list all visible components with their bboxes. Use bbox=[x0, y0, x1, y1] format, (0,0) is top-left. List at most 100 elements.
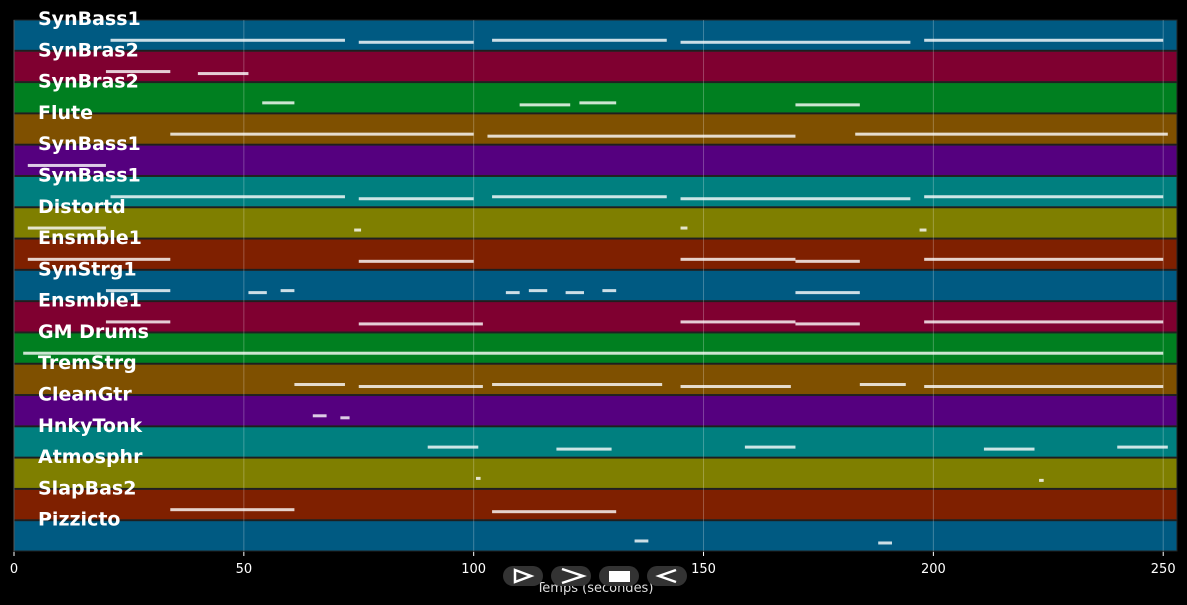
note-group bbox=[487, 134, 796, 138]
note-group bbox=[312, 414, 327, 418]
track-name: SlapBas2 bbox=[38, 477, 136, 499]
forward-button[interactable] bbox=[551, 566, 591, 586]
track-name: SynBras2 bbox=[38, 39, 139, 61]
note-group bbox=[248, 291, 267, 295]
play-button[interactable] bbox=[503, 566, 543, 586]
track-lane bbox=[13, 269, 1178, 302]
note-group bbox=[27, 163, 106, 167]
playback-controls bbox=[503, 566, 687, 586]
note-group bbox=[795, 103, 860, 107]
note-group bbox=[110, 195, 345, 199]
note-group bbox=[475, 476, 481, 480]
note-group bbox=[519, 103, 571, 107]
track-lane bbox=[13, 363, 1178, 396]
track-name: Flute bbox=[38, 102, 93, 124]
note-group bbox=[556, 447, 612, 451]
track-lane bbox=[13, 207, 1178, 239]
track-lane bbox=[13, 82, 1178, 114]
note-group bbox=[340, 416, 350, 420]
note-group bbox=[170, 132, 474, 136]
note-group bbox=[358, 322, 483, 326]
note-group bbox=[358, 259, 474, 263]
note-group bbox=[680, 320, 796, 324]
track-lane bbox=[13, 144, 1178, 176]
stop-button[interactable] bbox=[599, 566, 639, 586]
track-name: Ensmble1 bbox=[38, 290, 142, 312]
note-group bbox=[859, 383, 906, 387]
note-group bbox=[492, 38, 667, 42]
note-group bbox=[680, 385, 791, 389]
note-group bbox=[105, 70, 171, 74]
track-lane bbox=[13, 238, 1178, 270]
note-group bbox=[680, 226, 688, 230]
note-group bbox=[110, 38, 345, 42]
track-lane bbox=[13, 301, 1178, 333]
x-tick-label: 250 bbox=[1151, 562, 1176, 577]
x-tick-label: 50 bbox=[236, 562, 253, 577]
note-group bbox=[170, 508, 295, 512]
note-group bbox=[565, 291, 585, 295]
track-name: Pizzicto bbox=[38, 509, 120, 531]
track-name: Atmosphr bbox=[38, 446, 143, 468]
note-group bbox=[579, 101, 617, 105]
note-group bbox=[505, 291, 520, 295]
note-group bbox=[924, 38, 1164, 42]
note-group bbox=[795, 322, 860, 326]
note-group bbox=[1117, 445, 1168, 449]
note-group bbox=[795, 259, 860, 263]
x-tick-label: 150 bbox=[691, 562, 716, 577]
track-name: CleanGtr bbox=[38, 384, 132, 406]
note-group bbox=[744, 445, 796, 449]
back-button[interactable] bbox=[647, 566, 687, 586]
note-group bbox=[924, 385, 1164, 389]
track-lane bbox=[13, 426, 1178, 458]
note-group bbox=[680, 257, 796, 261]
note-group bbox=[358, 197, 474, 201]
note-group bbox=[1039, 478, 1044, 482]
note-group bbox=[27, 226, 106, 230]
note-group bbox=[983, 447, 1035, 451]
track-name: Distortd bbox=[38, 196, 126, 218]
note-group bbox=[680, 40, 911, 44]
note-group bbox=[855, 132, 1168, 136]
note-group bbox=[105, 289, 171, 293]
x-tick-label: 200 bbox=[921, 562, 946, 577]
track-name: SynBass1 bbox=[38, 133, 141, 155]
note-group bbox=[427, 445, 479, 449]
track-lane bbox=[13, 332, 1178, 364]
track-lane bbox=[13, 520, 1178, 552]
note-group bbox=[294, 383, 345, 387]
note-group bbox=[358, 40, 474, 44]
note-group bbox=[354, 228, 362, 232]
note-group bbox=[23, 351, 1164, 355]
x-tick-label: 100 bbox=[461, 562, 486, 577]
note-group bbox=[680, 197, 911, 201]
track-name: HnkyTonk bbox=[38, 415, 142, 437]
note-group bbox=[924, 195, 1164, 199]
note-group bbox=[528, 289, 548, 293]
note-group bbox=[280, 289, 295, 293]
note-group bbox=[924, 320, 1164, 324]
track-lane bbox=[13, 395, 1178, 427]
note-group bbox=[878, 541, 892, 545]
track-name: SynBras2 bbox=[38, 71, 139, 93]
note-group bbox=[492, 383, 663, 387]
note-group bbox=[795, 291, 860, 295]
note-group bbox=[492, 195, 667, 199]
track-lane bbox=[13, 175, 1178, 208]
track-name: SynBass1 bbox=[38, 8, 141, 30]
note-group bbox=[27, 257, 171, 261]
track-name: TremStrg bbox=[38, 352, 137, 374]
track-lane bbox=[13, 113, 1178, 145]
note-group bbox=[919, 228, 927, 232]
note-group bbox=[262, 101, 295, 105]
note-group bbox=[197, 72, 249, 76]
track-lane bbox=[13, 50, 1178, 83]
note-group bbox=[492, 510, 617, 514]
note-group bbox=[924, 257, 1164, 261]
track-name: Ensmble1 bbox=[38, 227, 142, 249]
note-group bbox=[634, 539, 649, 543]
note-group bbox=[602, 289, 617, 293]
x-tick-label: 0 bbox=[10, 562, 18, 577]
